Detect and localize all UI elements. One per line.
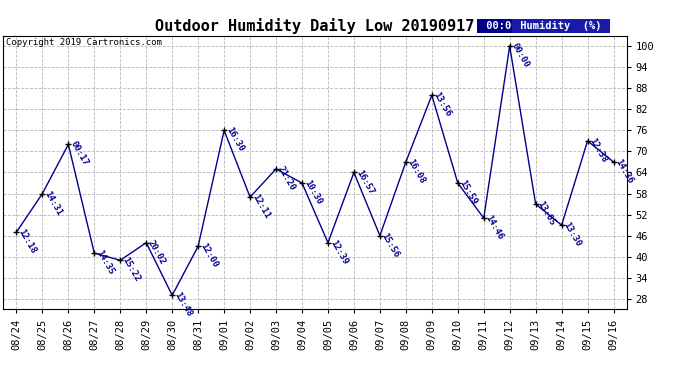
Text: 12:39: 12:39 <box>328 238 349 266</box>
Text: Humidity  (%): Humidity (%) <box>514 21 608 31</box>
Text: 15:59: 15:59 <box>457 178 479 206</box>
Text: 21:20: 21:20 <box>276 165 297 192</box>
Text: 16:57: 16:57 <box>354 168 375 196</box>
Text: 13:56: 13:56 <box>432 91 453 118</box>
Text: 16:30: 16:30 <box>224 126 246 154</box>
Text: 12:38: 12:38 <box>588 136 609 164</box>
Text: 14:31: 14:31 <box>42 189 63 217</box>
Title: Outdoor Humidity Daily Low 20190917: Outdoor Humidity Daily Low 20190917 <box>155 18 475 34</box>
Text: 14:35: 14:35 <box>95 249 115 276</box>
Text: 20:02: 20:02 <box>146 238 168 266</box>
Text: 00:17: 00:17 <box>68 140 90 168</box>
Text: 15:22: 15:22 <box>120 256 141 284</box>
Text: 12:11: 12:11 <box>250 193 271 220</box>
Text: 12:18: 12:18 <box>17 228 38 255</box>
Text: 00:00: 00:00 <box>480 21 523 31</box>
Text: 10:30: 10:30 <box>302 178 323 206</box>
Text: 13:30: 13:30 <box>562 220 583 248</box>
Text: 12:00: 12:00 <box>198 242 219 270</box>
Text: 16:08: 16:08 <box>406 158 427 185</box>
Text: Copyright 2019 Cartronics.com: Copyright 2019 Cartronics.com <box>6 38 161 47</box>
Text: 13:48: 13:48 <box>172 291 193 319</box>
Text: 15:56: 15:56 <box>380 231 401 259</box>
Text: 13:05: 13:05 <box>535 200 557 227</box>
Text: 00:00: 00:00 <box>510 42 531 69</box>
Text: 14:46: 14:46 <box>484 214 505 242</box>
Text: 14:36: 14:36 <box>613 158 635 185</box>
